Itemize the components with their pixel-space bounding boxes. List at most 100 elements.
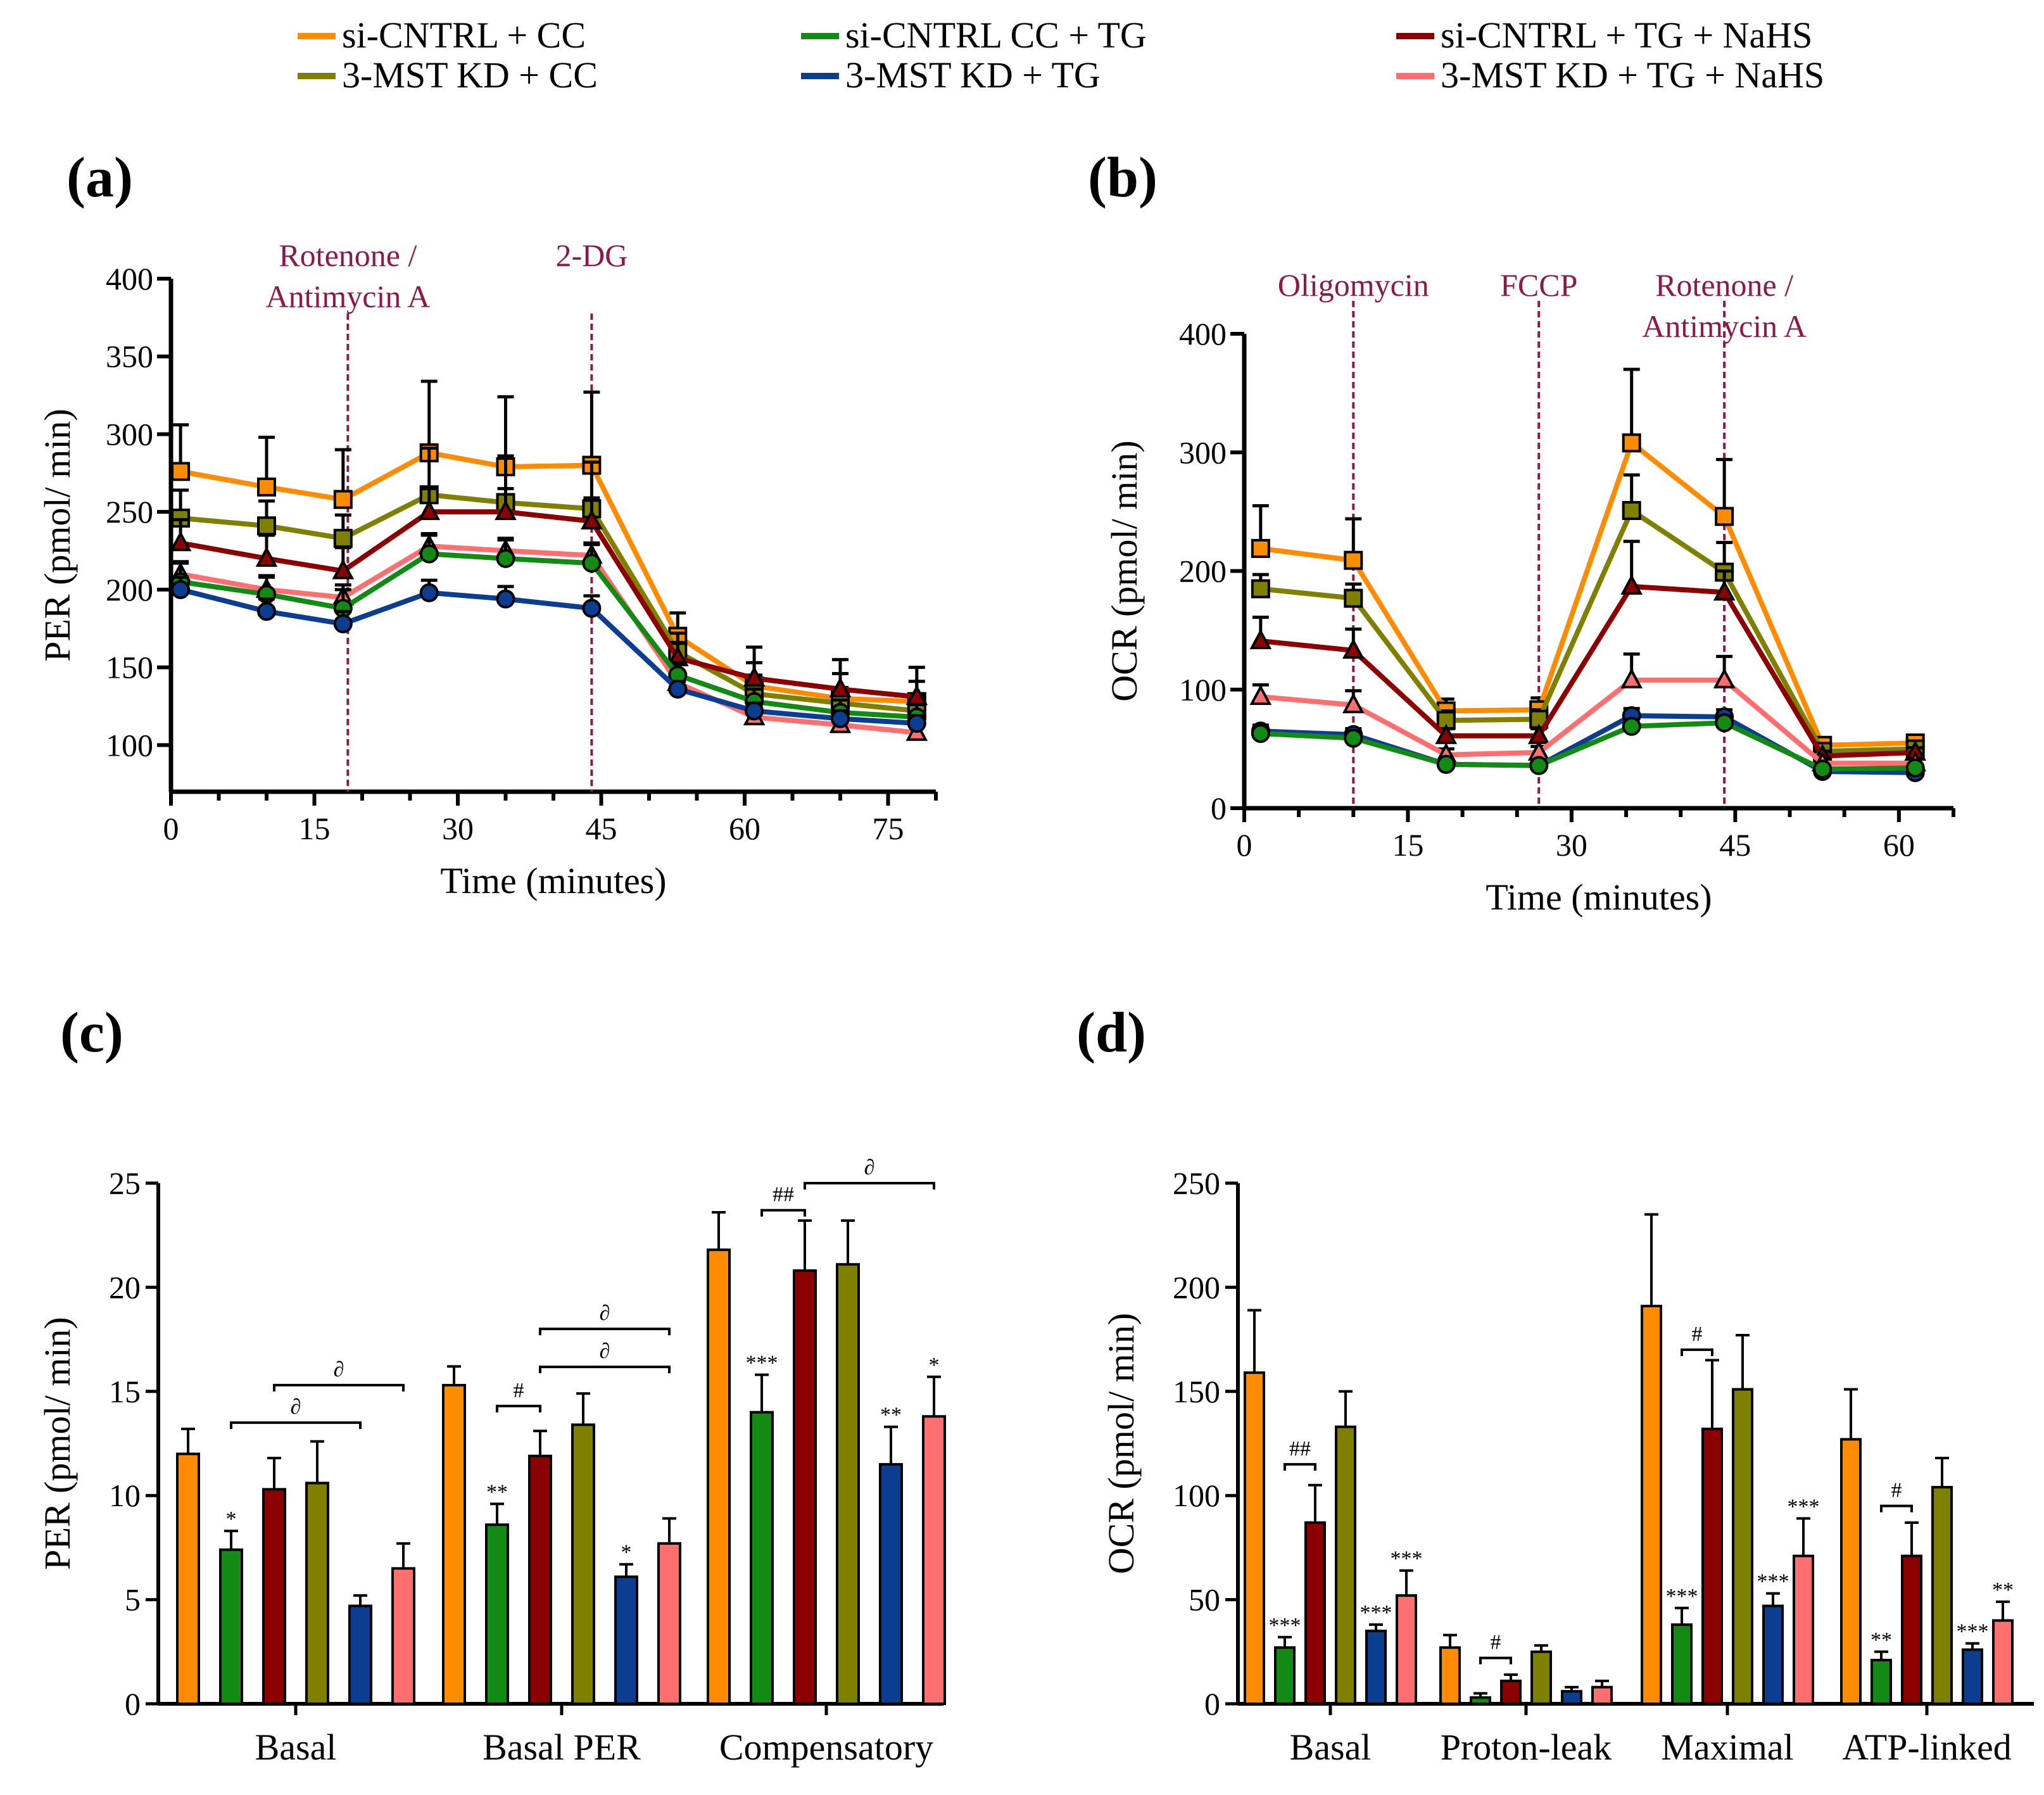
series-line [180, 543, 918, 735]
x-tick-label: 15 [299, 811, 331, 846]
y-axis-label: PER (pmol/ min) [37, 1317, 78, 1570]
bar [1871, 1658, 1892, 1705]
data-point-triangle [255, 546, 278, 567]
bar [176, 1452, 200, 1705]
bar [1439, 1646, 1461, 1706]
bar [571, 1423, 595, 1705]
series-line [180, 551, 918, 720]
significance-label: *** [1666, 1585, 1698, 1608]
bar [1500, 1679, 1522, 1706]
category-label: Compensatory [719, 1727, 933, 1768]
y-tick-label: 250 [106, 494, 153, 530]
bar [1931, 1486, 1953, 1706]
injection-label: Rotenone / [1655, 267, 1793, 303]
y-tick-label: 400 [1179, 316, 1227, 352]
data-point-square [333, 528, 353, 548]
series-line [180, 509, 918, 700]
x-axis-label: Time (minutes) [440, 860, 666, 901]
bar [1901, 1554, 1922, 1705]
bar-series-3-mst-kd-cc [1335, 1334, 1953, 1706]
bar [528, 1454, 552, 1706]
bar-series-si-cntrl-cc [176, 1211, 731, 1706]
bracket-label: # [1692, 1322, 1703, 1346]
comparison-bracket [273, 1383, 405, 1392]
data-point-triangle [332, 559, 355, 580]
series-line [1260, 677, 1915, 766]
bar [657, 1542, 681, 1705]
bar-series-si-cntrl-cc-tg: ******** [1269, 1585, 1892, 1706]
bar [1992, 1619, 2014, 1705]
injection-label: Oligomycin [1278, 267, 1429, 303]
y-tick-label: 15 [109, 1374, 141, 1409]
x-tick-label: 0 [1237, 827, 1252, 863]
bar [1335, 1425, 1356, 1706]
bar [219, 1548, 243, 1705]
data-point-circle [496, 549, 515, 568]
data-point-circle [171, 580, 191, 599]
bracket-label: ∂ [334, 1358, 344, 1381]
category-label: ATP-linked [1842, 1727, 2011, 1768]
y-tick-label: 200 [1173, 1269, 1220, 1305]
y-tick-label: 200 [1179, 554, 1227, 589]
bracket-label: # [1491, 1631, 1501, 1654]
x-tick-label: 60 [1883, 827, 1915, 863]
y-tick-label: 0 [1211, 790, 1227, 826]
x-tick-label: 45 [1719, 827, 1751, 863]
bar-series-3-mst-kd-tg: *** *** *** [1360, 1570, 1989, 1706]
bracket-label: ## [1289, 1437, 1311, 1461]
x-tick-label: 75 [873, 811, 904, 846]
bar [1274, 1646, 1296, 1706]
bar [1793, 1554, 1814, 1705]
bracket-label: # [514, 1379, 524, 1402]
bar [1762, 1604, 1784, 1706]
data-point-circle [257, 602, 276, 621]
bar-series-3-mst-kd-tg-nahs: ******** [1391, 1495, 2014, 1706]
panel-a-per-timecourse: (a) 100 150 200 250 300 350 400 0 15 30 45 60 75 Time … [37, 146, 938, 901]
significance-label: *** [1391, 1547, 1423, 1571]
bar [879, 1462, 903, 1705]
bar [750, 1411, 774, 1705]
bar-series-si-cntrl-cc [1244, 1213, 1862, 1706]
legend-label: si-CNTRL + CC [342, 15, 586, 56]
legend-label: 3-MST KD + TG [845, 54, 1101, 96]
significance-label: *** [1757, 1570, 1789, 1594]
x-tick-label: 45 [586, 811, 617, 846]
bar [348, 1604, 372, 1706]
data-point-square [1622, 501, 1641, 521]
injection-label: FCCP [1500, 267, 1577, 303]
data-point-triangle [1249, 684, 1272, 705]
significance-label: ** [1992, 1578, 2014, 1602]
data-point-square [257, 516, 276, 536]
series-line [180, 450, 917, 704]
data-point-circle [582, 599, 602, 618]
x-tick-label: 15 [1392, 827, 1423, 863]
bar [1732, 1388, 1753, 1705]
bar [1962, 1648, 1983, 1705]
data-point-triangle [829, 676, 852, 697]
legend-label: si-CNTRL + TG + NaHS [1441, 15, 1812, 56]
data-point-circle [419, 544, 439, 564]
panel-label: (d) [1076, 1001, 1146, 1064]
y-tick-label: 400 [106, 261, 153, 296]
y-tick-label: 5 [125, 1582, 141, 1618]
significance-label: ** [880, 1404, 902, 1427]
bar [305, 1481, 329, 1705]
category-label: Basal [1290, 1727, 1372, 1768]
comparison-bracket [1681, 1348, 1713, 1357]
bar [1641, 1304, 1662, 1705]
x-tick-label: 30 [1556, 827, 1587, 863]
data-point-triangle [1342, 692, 1365, 714]
series-si-cntrl-cc [171, 379, 926, 711]
bracket-label: ∂ [600, 1302, 610, 1325]
bar-series-si-cntrl-tg-nahs [1304, 1359, 1922, 1706]
bar-series-3-mst-kd-tg: *** [348, 1404, 903, 1706]
y-tick-label: 200 [106, 572, 153, 607]
bar [1304, 1521, 1326, 1706]
y-tick-label: 250 [1173, 1165, 1220, 1201]
significance-label: * [621, 1541, 632, 1564]
injection-label: Antimycin A [1642, 308, 1807, 344]
significance-label: *** [1788, 1495, 1820, 1518]
bar-series-si-cntrl-cc-tg: ****** [219, 1351, 778, 1705]
bar [793, 1269, 817, 1705]
